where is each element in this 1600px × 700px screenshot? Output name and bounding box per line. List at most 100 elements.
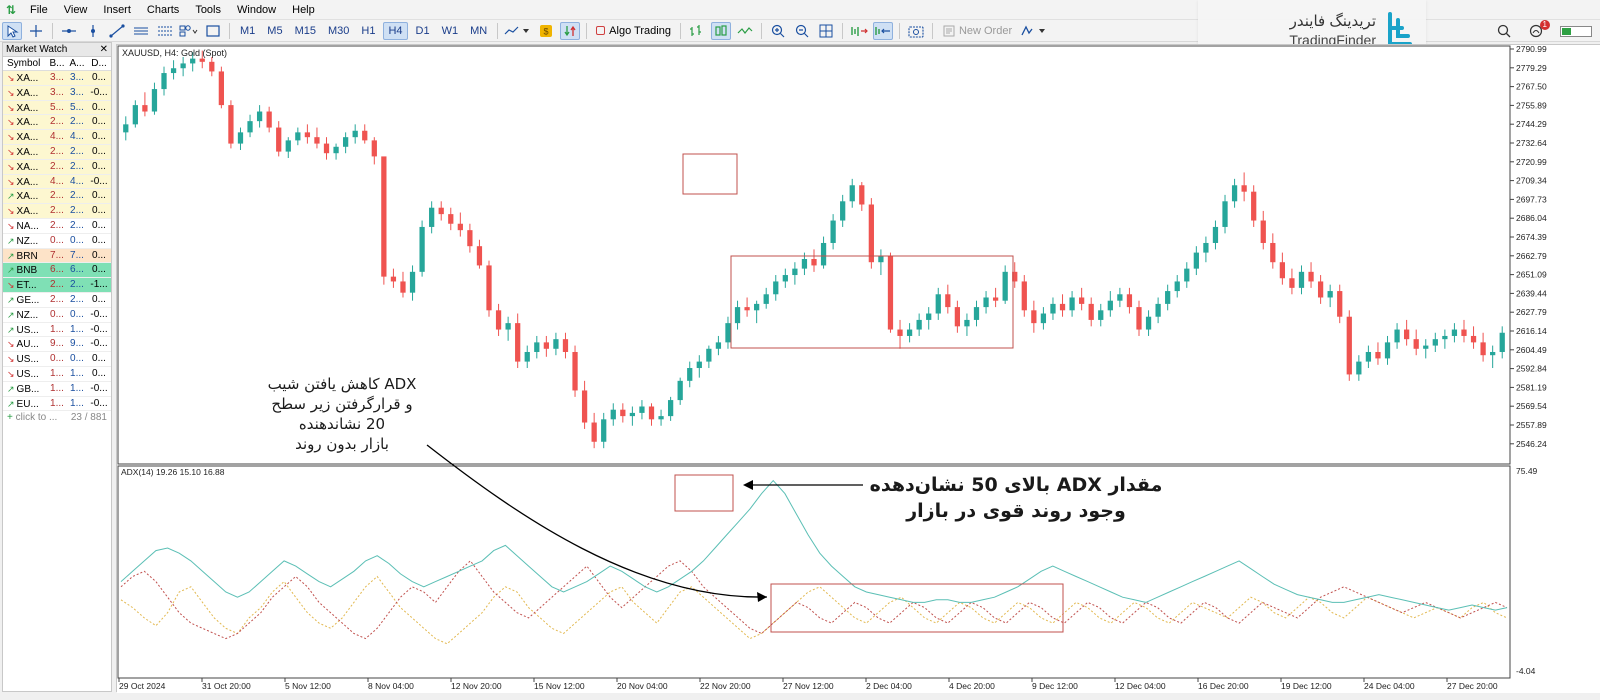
market-watch-row[interactable]: ↗ US... 1... 1... -0... bbox=[3, 322, 111, 338]
candle-body bbox=[161, 73, 167, 90]
price-tick-label: 2755.89 bbox=[1516, 100, 1547, 110]
menu-window[interactable]: Window bbox=[237, 3, 277, 16]
trade-arrows-icon[interactable] bbox=[560, 21, 581, 40]
timeframe-m30[interactable]: M30 bbox=[327, 24, 350, 37]
market-watch-row[interactable]: ↗ NZ... 0... 0... 0... bbox=[3, 233, 111, 249]
timeframe-h1[interactable]: H1 bbox=[361, 24, 376, 37]
symbol-cell: ↘ XA... bbox=[7, 87, 39, 99]
menu-tools[interactable]: Tools bbox=[195, 3, 221, 16]
market-watch-row[interactable]: ↗ BRN 7... 7... 0... bbox=[3, 248, 111, 264]
market-watch-row[interactable]: ↘ ET... 2... 2... -1... bbox=[3, 278, 111, 293]
notifications-icon[interactable]: 1 bbox=[1526, 20, 1550, 40]
market-watch-row[interactable]: ↘ XA... 4... 4... 0... bbox=[3, 130, 111, 145]
zoom-out-icon[interactable] bbox=[792, 22, 812, 40]
market-watch-header: Symbol B... A... D... bbox=[3, 57, 111, 71]
time-tick-label: 5 Nov 12:00 bbox=[285, 681, 331, 691]
horizontal-line-icon[interactable] bbox=[59, 22, 79, 40]
price-tick-label: 2546.24 bbox=[1516, 439, 1547, 449]
crosshair-icon[interactable] bbox=[26, 22, 46, 40]
candle-body bbox=[945, 294, 951, 308]
line-chart-icon[interactable] bbox=[735, 22, 755, 40]
market-watch-row[interactable]: ↘ XA... 2... 2... 0... bbox=[3, 144, 111, 160]
new-order-button[interactable]: New Order bbox=[939, 22, 1016, 40]
market-watch-row[interactable]: ↘ XA... 3... 3... -0... bbox=[3, 85, 111, 101]
bar-chart-icon[interactable] bbox=[687, 22, 707, 40]
market-watch-row[interactable]: ↗ BNB 6... 6... 0... bbox=[3, 263, 111, 279]
candle-body bbox=[314, 137, 320, 144]
adx-tick-label: 75.49 bbox=[1516, 466, 1538, 476]
menu-help[interactable]: Help bbox=[292, 3, 315, 16]
candle-body bbox=[715, 342, 722, 349]
close-icon[interactable]: ✕ bbox=[99, 44, 108, 55]
annotation-left: ADX کاهش یافتن شیب و قرارگرفتن زیر سطح 2… bbox=[242, 374, 442, 454]
add-symbol-link[interactable]: + click to ... bbox=[7, 412, 58, 424]
bid-cell: 4... bbox=[50, 175, 64, 187]
candle-body bbox=[1461, 329, 1467, 336]
market-watch-row[interactable]: ↘ AU... 9... 9... -0... bbox=[3, 337, 111, 353]
market-watch-row[interactable]: ↘ NA... 2... 2... 0... bbox=[3, 218, 111, 234]
market-watch-row[interactable]: ↘ US... 1... 1... 0... bbox=[3, 366, 111, 382]
grid-icon[interactable] bbox=[816, 22, 836, 40]
dollar-icon[interactable]: $ bbox=[536, 22, 556, 40]
candle-body bbox=[1050, 303, 1056, 314]
annotation-right-line-1: مقدار ADX بالای 50 نشان‌دهده bbox=[869, 474, 1163, 496]
column-header-ask[interactable]: A... bbox=[69, 58, 85, 69]
column-header-daily-change[interactable]: D... bbox=[91, 58, 107, 69]
watermark-brand-fa: تریدینگ فایندر bbox=[1289, 13, 1376, 30]
candle-body bbox=[744, 307, 750, 311]
candle-body bbox=[562, 339, 569, 352]
menu-file[interactable]: File bbox=[30, 3, 48, 16]
candlestick-icon[interactable] bbox=[710, 21, 731, 40]
chart-shift-icon[interactable] bbox=[872, 21, 893, 40]
timeframe-m15[interactable]: M15 bbox=[294, 24, 316, 37]
market-watch-row[interactable]: ↘ XA... 4... 4... -0... bbox=[3, 174, 111, 190]
column-header-bid[interactable]: B... bbox=[49, 58, 65, 69]
search-icon[interactable] bbox=[1494, 22, 1514, 40]
market-watch-row[interactable]: ↘ XA... 5... 5... 0... bbox=[3, 100, 111, 116]
chart-type-icon[interactable] bbox=[504, 22, 532, 40]
algo-trading-label: Algo Trading bbox=[609, 24, 671, 37]
right-toolbar: 1 bbox=[1492, 20, 1600, 42]
timeframe-w1[interactable]: W1 bbox=[441, 24, 459, 37]
market-watch-row[interactable]: ↗ GE... 2... 2... 0... bbox=[3, 292, 111, 308]
menu-charts[interactable]: Charts bbox=[146, 3, 180, 16]
market-watch-row[interactable]: ↘ US... 0... 0... 0... bbox=[3, 352, 111, 367]
market-watch-row[interactable]: ↗ XA... 2... 2... 0... bbox=[3, 189, 111, 205]
algo-trading-button[interactable]: Algo Trading bbox=[591, 22, 676, 40]
channel-icon[interactable] bbox=[131, 22, 151, 40]
screenshot-icon[interactable] bbox=[906, 22, 926, 40]
candle-body bbox=[1088, 303, 1094, 320]
column-header-symbol[interactable]: Symbol bbox=[7, 58, 41, 69]
zoom-in-icon[interactable] bbox=[768, 22, 788, 40]
candle-body bbox=[696, 361, 702, 369]
timeframe-d1[interactable]: D1 bbox=[415, 24, 430, 37]
market-watch-row[interactable]: ↘ XA... 2... 2... 0... bbox=[3, 159, 111, 175]
market-watch-row[interactable]: ↗ GB... 1... 1... -0... bbox=[3, 381, 111, 397]
bid-cell: 2... bbox=[50, 116, 64, 128]
candle-body bbox=[495, 310, 502, 330]
candle-body bbox=[1193, 252, 1199, 269]
cursor-icon[interactable] bbox=[2, 21, 22, 40]
market-watch-row[interactable]: ↘ XA... 3... 3... 0... bbox=[3, 71, 111, 86]
timeframe-m1[interactable]: M1 bbox=[240, 24, 256, 37]
market-watch-row[interactable]: ↗ EU... 1... 1... -0... bbox=[3, 396, 111, 412]
trendline-icon[interactable] bbox=[107, 22, 127, 40]
market-watch-row[interactable]: ↗ NZ... 0... 0... -0... bbox=[3, 307, 111, 323]
timeframe-h4[interactable]: H4 bbox=[383, 21, 408, 40]
market-watch-row[interactable]: ↘ XA... 2... 2... 0... bbox=[3, 115, 111, 131]
menu-insert[interactable]: Insert bbox=[103, 3, 131, 16]
candle-body bbox=[285, 140, 291, 152]
market-watch-row[interactable]: ↘ XA... 2... 2... 0... bbox=[3, 204, 111, 219]
candle-body bbox=[1375, 351, 1381, 359]
signal-icon[interactable] bbox=[1020, 22, 1048, 40]
chart-window[interactable]: 2790.99 2779.29 2767.50 2755.89 2744.29 2732.… bbox=[116, 44, 1600, 693]
rectangle-tool-icon[interactable] bbox=[203, 22, 223, 40]
vertical-line-icon[interactable] bbox=[83, 22, 103, 40]
timeframe-m5[interactable]: M5 bbox=[267, 24, 283, 37]
chart-canvas[interactable]: 2790.99 2779.29 2767.50 2755.89 2744.29 2732.… bbox=[117, 45, 1600, 693]
shapes-icon[interactable] bbox=[179, 22, 199, 40]
timeframe-mn[interactable]: MN bbox=[470, 24, 488, 37]
fibonacci-icon[interactable] bbox=[155, 22, 175, 40]
auto-scroll-icon[interactable] bbox=[849, 22, 869, 40]
menu-view[interactable]: View bbox=[63, 3, 88, 16]
